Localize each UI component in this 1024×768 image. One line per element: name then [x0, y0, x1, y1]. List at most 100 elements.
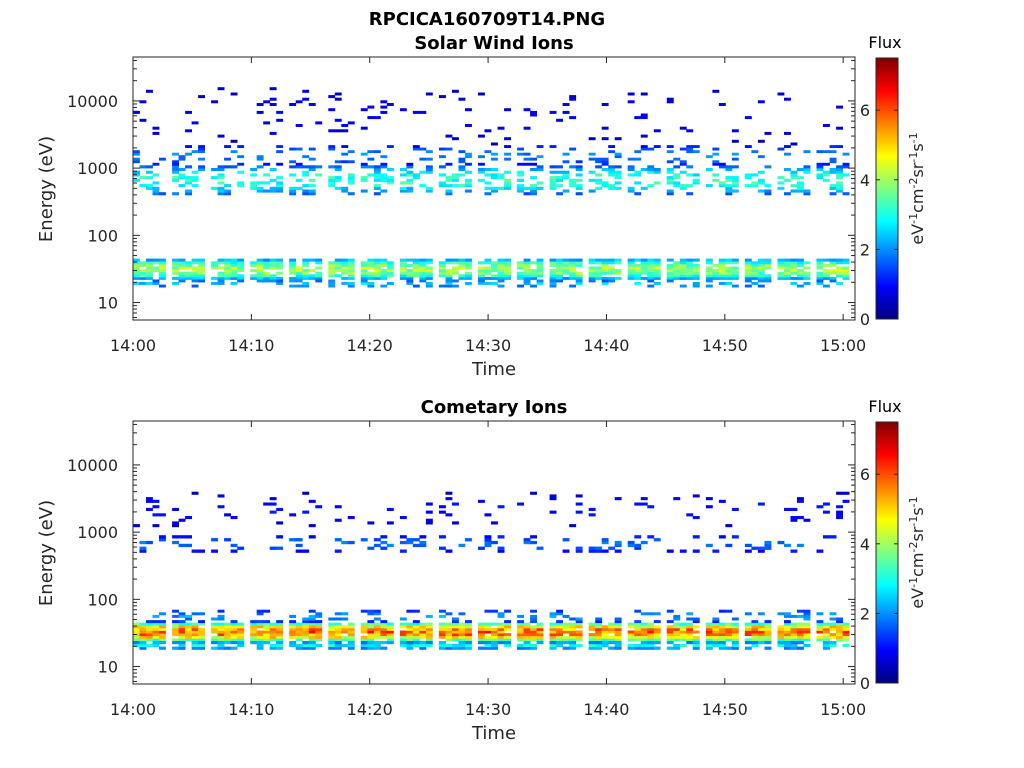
- solar-wind-cell: [380, 284, 388, 288]
- solar-wind-cell: [412, 261, 420, 265]
- cometary-cell: [484, 646, 492, 650]
- cometary-cell: [842, 638, 850, 642]
- cometary-cell: [256, 638, 264, 642]
- cometary-cell: [328, 630, 336, 634]
- cometary-cell: [504, 633, 511, 637]
- solar-wind-cell: [666, 178, 674, 182]
- solar-wind-cell: [575, 258, 583, 262]
- cometary-cell: [360, 627, 368, 631]
- solar-wind-cell: [373, 276, 381, 280]
- cometary-cell: [399, 625, 407, 629]
- solar-wind-cell: [712, 178, 720, 182]
- solar-wind-cell: [263, 173, 271, 177]
- solar-wind-cell: [562, 103, 570, 106]
- cometary-cell: [360, 638, 368, 642]
- solar-wind-ylabel: Energy (eV): [36, 136, 57, 242]
- cometary-cell: [178, 646, 186, 650]
- solar-wind-cell: [725, 271, 733, 275]
- solar-wind-cell: [347, 178, 355, 182]
- solar-wind-cell: [341, 271, 349, 275]
- cometary-cell: [653, 612, 661, 616]
- solar-wind-cell: [380, 155, 388, 159]
- solar-wind-cell: [601, 261, 609, 265]
- solar-wind-cell: [439, 147, 446, 151]
- solar-wind-cell: [484, 150, 492, 154]
- cometary-cell: [523, 633, 531, 637]
- cometary-cell: [419, 641, 427, 645]
- solar-wind-cell: [302, 263, 310, 267]
- solar-wind-cell: [452, 137, 459, 141]
- cometary-title: Cometary Ions: [421, 397, 568, 418]
- cometary-cell: [731, 641, 739, 645]
- solar-wind-xtick-label: 14:40: [583, 336, 629, 355]
- solar-wind-cell: [731, 271, 739, 275]
- solar-wind-cell: [504, 157, 511, 161]
- solar-wind-cell: [211, 276, 218, 280]
- cometary-cell: [497, 633, 505, 637]
- solar-wind-cell: [549, 274, 557, 278]
- cometary-cell: [263, 638, 271, 642]
- solar-wind-cell: [491, 266, 498, 270]
- solar-wind-cell: [686, 269, 694, 273]
- solar-wind-cell: [790, 263, 798, 267]
- solar-wind-cell: [491, 282, 498, 285]
- solar-wind-cell: [217, 271, 225, 275]
- solar-wind-cell: [673, 165, 681, 169]
- cometary-cell: [718, 627, 726, 631]
- solar-wind-cell: [725, 258, 733, 262]
- cometary-cell: [653, 633, 661, 637]
- cometary-cell: [764, 633, 772, 637]
- cometary-cell: [334, 633, 342, 637]
- cometary-cell: [152, 643, 160, 647]
- solar-wind-cell: [764, 192, 772, 196]
- solar-wind-cell: [217, 189, 225, 193]
- solar-wind-cell: [289, 189, 297, 193]
- cometary-cell: [673, 614, 681, 618]
- solar-wind-cell: [836, 258, 843, 262]
- cometary-cell: [250, 627, 258, 631]
- cometary-cell: [705, 622, 713, 626]
- cometary-cell: [172, 535, 179, 539]
- cometary-cell: [445, 513, 453, 517]
- cometary-cell: [504, 627, 511, 631]
- cometary-cell: [308, 630, 316, 634]
- solar-wind-cell: [829, 150, 837, 154]
- solar-wind-cell: [640, 168, 648, 172]
- cometary-cell: [146, 625, 153, 629]
- cometary-cell: [191, 625, 199, 629]
- solar-wind-cell: [491, 276, 498, 280]
- solar-wind-cell: [347, 274, 355, 278]
- cometary-cell: [152, 630, 160, 634]
- cometary-cell: [367, 638, 375, 642]
- solar-wind-cell: [705, 168, 713, 172]
- cometary-cell: [172, 646, 179, 650]
- cometary-cell: [484, 538, 492, 542]
- solar-wind-cell: [152, 181, 160, 185]
- cometary-cell: [536, 627, 544, 631]
- solar-wind-cell: [491, 157, 498, 161]
- solar-wind-cell: [237, 170, 245, 174]
- cometary-cell: [439, 630, 446, 634]
- solar-wind-cell: [465, 271, 472, 275]
- solar-wind-cell: [133, 263, 140, 267]
- solar-wind-cell: [666, 279, 674, 283]
- cometary-cell: [484, 543, 492, 548]
- solar-wind-cell: [484, 282, 492, 285]
- solar-wind-cell: [569, 97, 577, 101]
- cometary-cell: [315, 643, 323, 647]
- solar-wind-cell: [627, 100, 635, 104]
- solar-wind-cell: [836, 170, 843, 174]
- cometary-cell: [269, 638, 277, 642]
- solar-wind-cell: [399, 108, 407, 112]
- cometary-cell: [360, 630, 368, 634]
- cometary-cell: [556, 638, 563, 642]
- solar-wind-cell: [575, 276, 583, 280]
- solar-wind-cell: [380, 258, 388, 262]
- cometary-cell: [178, 535, 186, 539]
- cometary-cell: [367, 641, 375, 645]
- cometary-cell: [139, 549, 147, 553]
- solar-wind-cell: [133, 160, 140, 164]
- cometary-cell: [139, 638, 147, 642]
- cometary-cell: [152, 635, 160, 639]
